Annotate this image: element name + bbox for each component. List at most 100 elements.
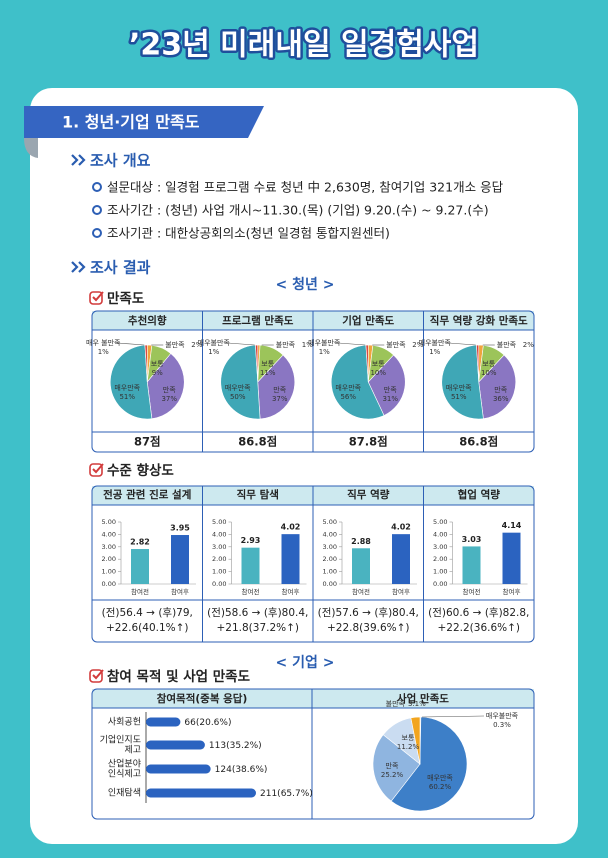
- y-tick-label: 0.00: [323, 580, 337, 588]
- note: (전)60.6 → (후)82.8,: [428, 607, 529, 619]
- y-tick-label: 제고: [124, 745, 141, 756]
- y-tick-label: 인식제고: [108, 769, 141, 780]
- value-label: 113(35.2%): [209, 741, 262, 751]
- table-header: 전공 관련 진로 설계: [103, 488, 191, 501]
- leader-line: [117, 342, 145, 346]
- table-header: 직무 역량 강화 만족도: [430, 314, 528, 327]
- slice-value: 25.2%: [381, 771, 404, 779]
- y-tick-label: 기업인지도: [100, 735, 141, 746]
- slice-value: 3.1%: [408, 700, 426, 708]
- slice-value: 51%: [119, 393, 135, 401]
- pie-slice: [257, 354, 296, 420]
- pie-slice: [390, 716, 468, 812]
- slice-label: 매우불만족: [308, 338, 341, 347]
- check-icon: [89, 291, 104, 305]
- pie-slice: [144, 344, 148, 383]
- bar: [131, 549, 149, 584]
- score: 87.8점: [349, 435, 388, 449]
- bar: [502, 532, 521, 584]
- slice-value: 50%: [230, 393, 246, 401]
- value-label: 2.82: [130, 538, 150, 547]
- slice-value: 56%: [340, 393, 356, 401]
- note: +22.6(40.1%↑): [106, 622, 189, 634]
- y-tick-label: 0.00: [102, 580, 116, 588]
- note: (전)58.6 → (후)80.4,: [207, 607, 308, 619]
- value-label: 124(38.6%): [215, 765, 268, 775]
- value-label: 3.95: [170, 524, 190, 533]
- slice-label: 만족: [384, 385, 397, 394]
- chevron-icon: [71, 261, 86, 273]
- pie-slice: [367, 354, 406, 416]
- company-table: [91, 688, 535, 820]
- slice-value: 1%: [429, 348, 440, 356]
- value-label: 2.88: [351, 537, 371, 546]
- group-label: < 기업 >: [276, 655, 335, 671]
- y-tick-label: 1.00: [323, 568, 337, 576]
- slice-label: 보통: [372, 360, 385, 368]
- pie-slice: [410, 716, 421, 765]
- x-tick-label: 참여전: [242, 587, 260, 596]
- pie-slice: [146, 353, 185, 420]
- y-tick-label: 4.00: [212, 530, 226, 538]
- leader-line: [227, 342, 255, 346]
- y-tick-label: 3.00: [212, 543, 226, 551]
- slice-value: 1%: [302, 341, 313, 349]
- y-tick-label: 5.00: [212, 518, 226, 526]
- y-tick-label: 인재탐색: [108, 787, 141, 799]
- y-tick-label: 4.00: [323, 530, 337, 538]
- y-tick-label: 3.00: [102, 543, 116, 551]
- slice-value: 1%: [98, 348, 109, 356]
- slice-value: 37%: [161, 395, 177, 403]
- slice-value: 2%: [523, 341, 534, 349]
- slice-label: 만족: [273, 385, 286, 394]
- group-label: < 청년 >: [276, 277, 335, 293]
- slice-label: 보통: [402, 734, 415, 742]
- slice-value: 1%: [319, 348, 330, 356]
- check-icon: [89, 463, 104, 477]
- value-label: 66(20.6%): [184, 718, 231, 728]
- banner-fold: [24, 138, 38, 158]
- slice-value: 31%: [382, 395, 398, 403]
- note: +22.8(39.6%↑): [327, 622, 410, 634]
- pie-slice: [109, 344, 153, 420]
- slice-value: 60.2%: [429, 783, 452, 791]
- pie-slice: [476, 344, 480, 383]
- y-tick-label: 4.00: [102, 530, 116, 538]
- overview-item: 조사기관 : 대한상공회의소(청년 일경험 통합지원센터): [107, 226, 390, 241]
- table-header: 직무 탐색: [237, 488, 279, 501]
- table-header: 사업 만족도: [397, 692, 449, 705]
- y-tick-label: 1.00: [102, 568, 116, 576]
- bar: [146, 717, 181, 727]
- value-label: 4.02: [391, 523, 411, 532]
- slice-label: 매우불만족: [419, 338, 452, 347]
- x-tick-label: 참여후: [392, 587, 410, 596]
- table-header: 협업 역량: [458, 488, 501, 501]
- y-tick-label: 5.00: [102, 518, 116, 526]
- slice-label: 매우만족: [427, 773, 453, 782]
- slice-label: 불만족: [276, 340, 296, 349]
- y-tick-label: 산업분야: [108, 759, 141, 770]
- slice-label: 만족: [163, 385, 176, 394]
- score: 86.8점: [459, 435, 498, 449]
- score: 86.8점: [238, 435, 277, 449]
- value-label: 3.03: [462, 535, 482, 544]
- y-tick-label: 3.00: [433, 543, 447, 551]
- pie-slice: [220, 344, 261, 420]
- slice-label: 매우 불만족: [86, 338, 121, 347]
- pie-table: [91, 310, 535, 453]
- bullet: [92, 205, 102, 215]
- y-tick-label: 1.00: [433, 568, 447, 576]
- slice-label: 만족: [494, 385, 507, 394]
- table-header: 추천의향: [128, 314, 167, 327]
- x-tick-label: 참여후: [282, 587, 300, 596]
- check-icon: [89, 669, 104, 683]
- leader-line: [338, 342, 366, 346]
- bar: [146, 740, 205, 750]
- x-tick-label: 참여전: [463, 587, 481, 596]
- slice-value: 11%: [260, 369, 276, 377]
- table-header: 직무 역량: [347, 488, 390, 501]
- value-label: 211(65.7%): [260, 789, 313, 799]
- leader-line: [448, 342, 476, 346]
- note: (전)56.4 → (후)79,: [102, 607, 193, 619]
